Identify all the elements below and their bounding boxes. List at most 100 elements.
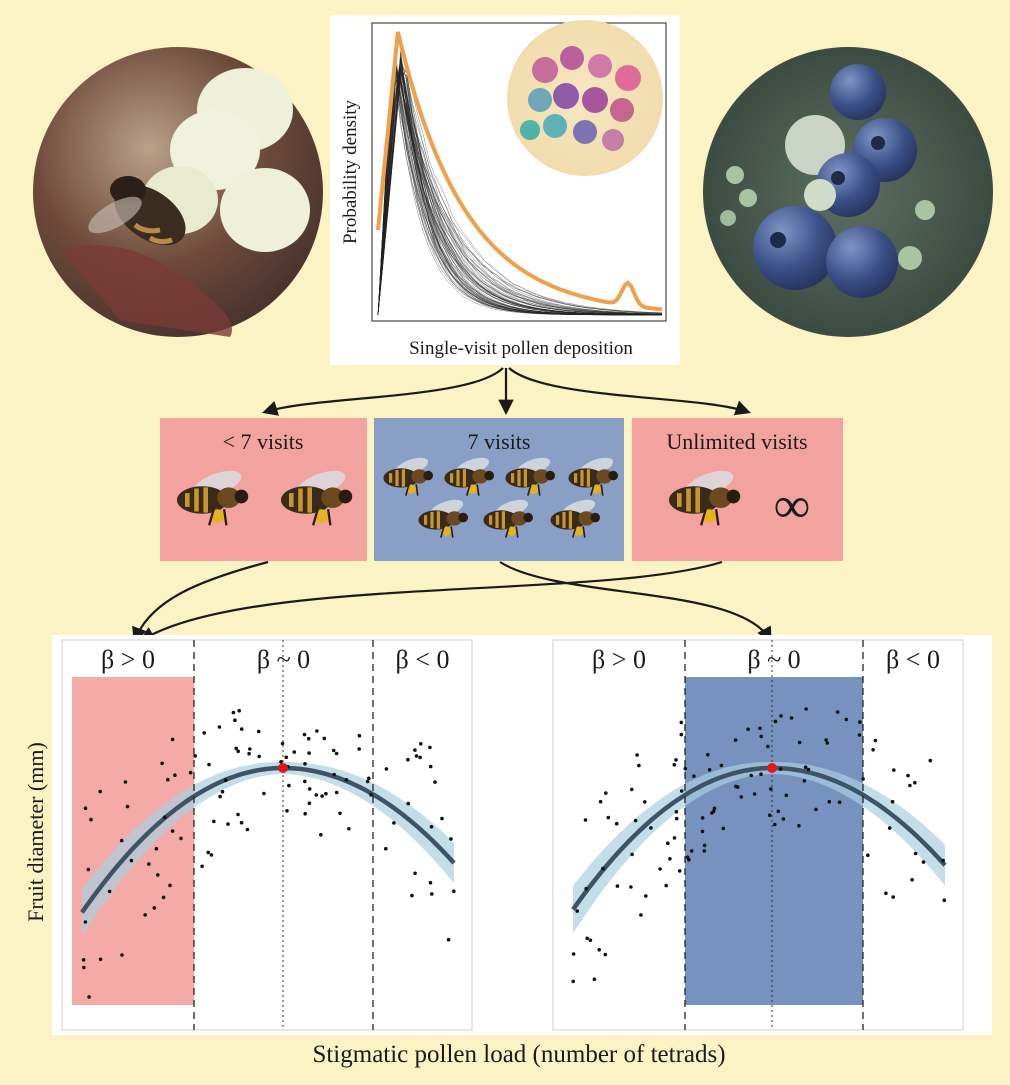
data-point: [575, 909, 579, 913]
data-point: [237, 708, 241, 713]
data-point: [428, 745, 432, 750]
data-point: [683, 766, 688, 771]
data-point: [220, 789, 225, 794]
data-point: [588, 938, 593, 942]
data-point: [635, 753, 639, 757]
data-point: [302, 732, 307, 737]
zone-label: β ~ 0: [257, 645, 310, 674]
data-point: [166, 777, 170, 782]
arrow-to-few-visits: [262, 367, 504, 416]
arrow-few-to-left-panel: [132, 560, 269, 643]
data-point: [804, 707, 808, 711]
data-point: [779, 714, 783, 718]
data-point: [733, 738, 738, 742]
data-point: [700, 816, 705, 820]
data-point: [89, 817, 93, 822]
data-point: [410, 893, 414, 898]
data-point: [615, 884, 620, 888]
data-point: [129, 858, 134, 863]
data-point: [452, 889, 456, 893]
data-point: [98, 789, 102, 794]
data-point: [307, 787, 312, 791]
data-point: [604, 791, 608, 795]
data-point: [160, 761, 164, 766]
zone-label: β ~ 0: [747, 645, 800, 674]
data-point: [338, 811, 342, 816]
data-point: [674, 816, 679, 821]
data-point: [637, 763, 641, 768]
density-xlabel: Single-visit pollen deposition: [409, 338, 633, 359]
fitted-curve: [80, 765, 456, 914]
data-point: [257, 754, 262, 759]
data-point: [418, 755, 422, 760]
data-point: [233, 718, 237, 722]
data-point: [212, 819, 216, 824]
data-point: [778, 767, 783, 771]
data-point: [906, 773, 910, 778]
zone-label: β > 0: [592, 645, 646, 674]
data-point: [679, 732, 684, 737]
data-point: [217, 725, 222, 729]
data-point: [597, 948, 601, 952]
data-point: [668, 857, 672, 861]
data-point: [83, 806, 88, 810]
data-point: [218, 794, 222, 799]
data-point: [913, 851, 918, 856]
data-point: [921, 860, 926, 864]
data-point: [428, 880, 433, 885]
data-point: [413, 748, 417, 752]
blueberries-photo: [703, 47, 993, 337]
data-point: [892, 768, 896, 772]
data-point: [784, 793, 789, 798]
bee-icon: [176, 470, 249, 526]
bottom-arrows: [132, 560, 772, 643]
data-point: [81, 958, 86, 962]
data-point: [173, 773, 177, 777]
data-point: [322, 736, 327, 741]
data-point: [702, 849, 707, 853]
data-point: [825, 741, 830, 745]
confidence-band: [573, 762, 945, 934]
data-point: [752, 792, 757, 796]
data-point: [674, 758, 678, 762]
density-curve: [377, 62, 663, 316]
data-point: [170, 737, 175, 742]
data-point: [890, 799, 895, 804]
data-point: [891, 895, 895, 899]
optimum-point: [767, 763, 777, 773]
data-point: [332, 772, 336, 777]
data-point: [781, 817, 786, 821]
data-point: [584, 886, 588, 891]
data-point: [643, 800, 647, 804]
data-point: [658, 867, 662, 871]
data-point: [206, 850, 210, 855]
scenario-few-visits-bees: [176, 470, 353, 526]
data-point: [700, 829, 705, 834]
bee-icon: [568, 457, 618, 496]
data-point: [83, 920, 88, 924]
data-point: [773, 719, 778, 724]
data-point: [707, 768, 712, 772]
data-point: [585, 936, 589, 941]
data-point: [247, 751, 251, 756]
data-point: [429, 825, 434, 829]
data-point: [773, 822, 777, 827]
data-point: [677, 869, 682, 873]
data-point: [873, 738, 878, 743]
density-curve: [377, 66, 663, 316]
bee-icon: [418, 499, 468, 538]
data-point: [871, 748, 875, 752]
data-point: [797, 823, 801, 828]
highlight-region: [685, 677, 863, 1005]
data-point: [908, 783, 912, 788]
data-point: [606, 815, 611, 820]
data-point: [837, 800, 842, 804]
data-point: [256, 729, 261, 734]
data-point: [913, 780, 917, 785]
data-point: [644, 894, 648, 898]
fitted-curve: [571, 765, 947, 911]
data-point: [245, 827, 250, 832]
optimum-point: [278, 763, 288, 773]
data-point: [598, 799, 603, 804]
